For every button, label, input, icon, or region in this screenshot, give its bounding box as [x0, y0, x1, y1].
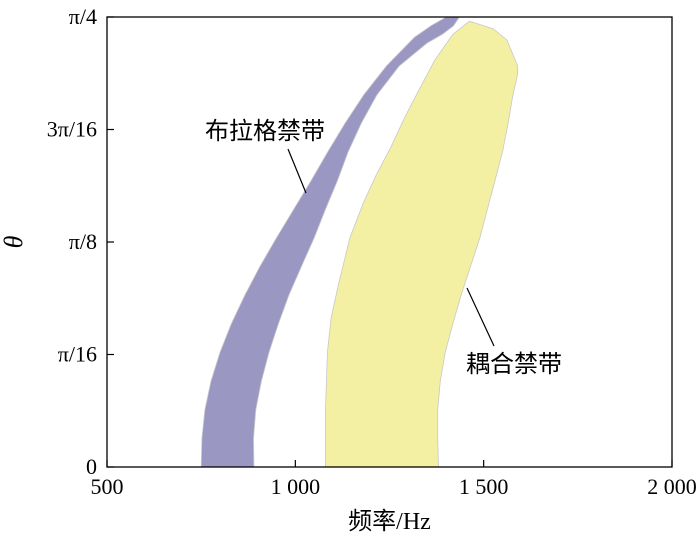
bragg-band-region: [200, 17, 460, 467]
bragg-band-label: 布拉格禁带: [205, 117, 325, 145]
y-tick-label: π/4: [69, 4, 97, 29]
y-tick-label: π/16: [58, 341, 97, 366]
x-tick-label: 1 000: [271, 474, 321, 499]
coupling-band-label: 耦合禁带: [466, 350, 562, 378]
x-tick-label: 1 500: [459, 474, 509, 499]
ticks-layer: 500 1 000 1 500 2 000 0 π/16 π/8 3π/16 π/4: [47, 4, 697, 499]
coupling-band-leader-line: [466, 287, 495, 347]
x-axis-title: 频率/Hz: [348, 508, 431, 535]
coupling-band-region: [325, 20, 518, 467]
y-tick-label: 3π/16: [47, 116, 97, 141]
bands-layer: [200, 17, 518, 467]
bragg-band-leader-line: [287, 148, 307, 194]
x-tick-label: 500: [91, 474, 124, 499]
y-tick-label: 0: [86, 454, 97, 479]
x-tick-label: 2 000: [647, 474, 697, 499]
y-tick-label: π/8: [69, 229, 97, 254]
y-axis-title: θ: [0, 235, 28, 248]
